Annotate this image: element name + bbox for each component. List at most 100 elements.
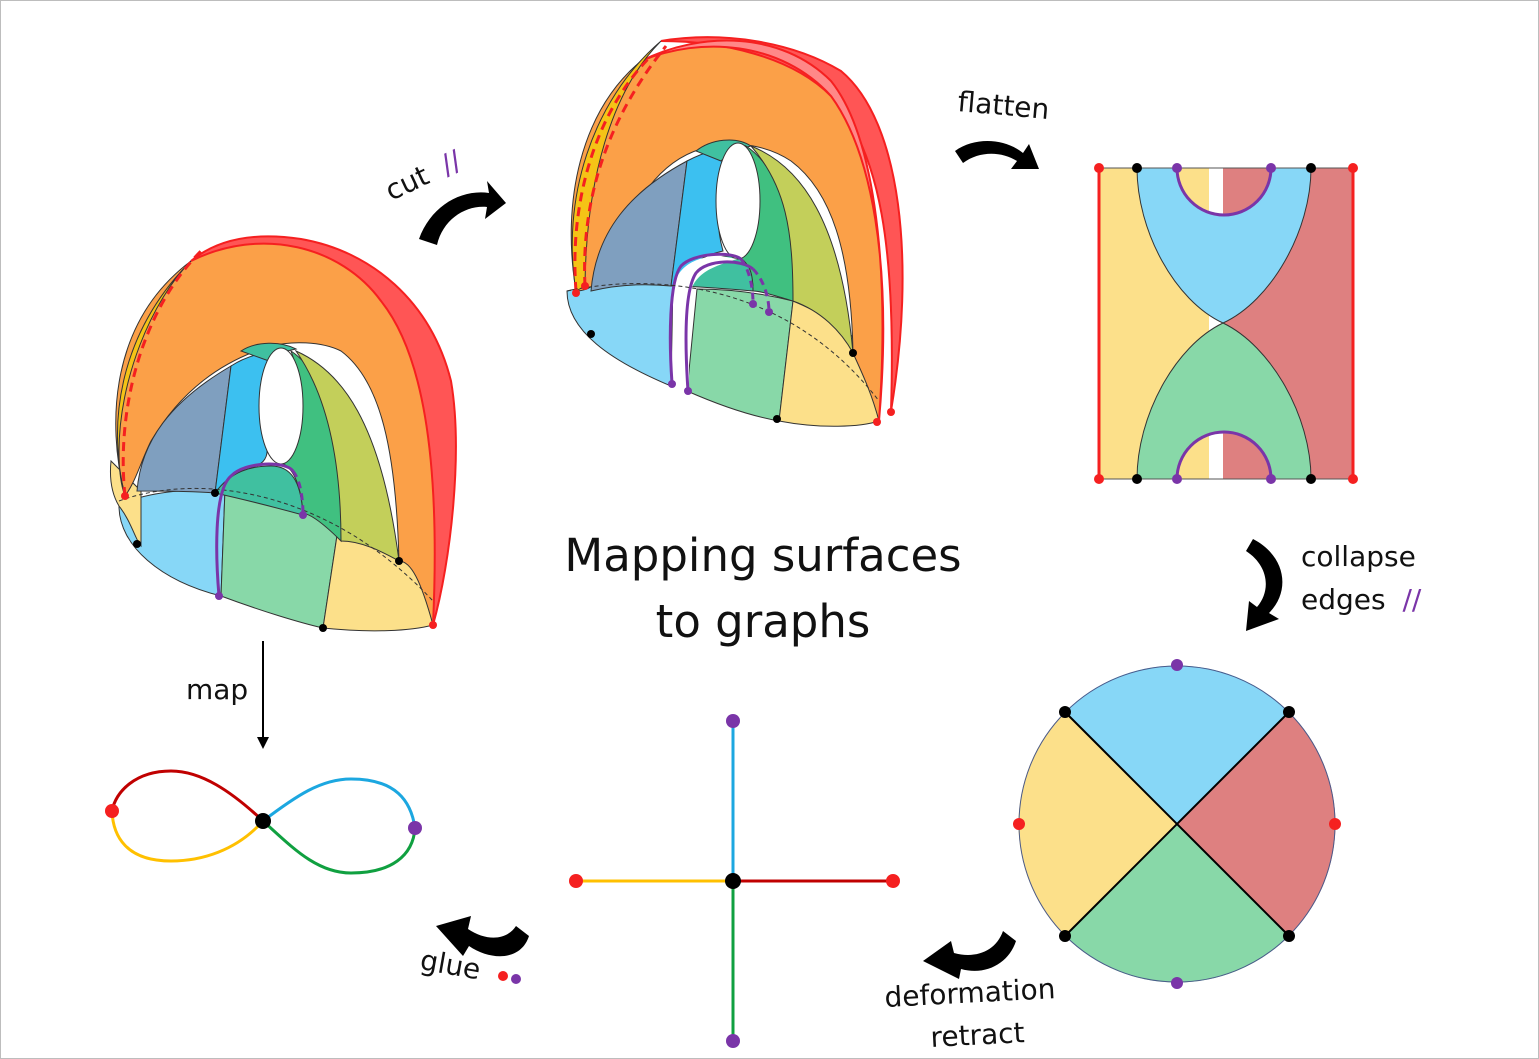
vertex [749,300,757,308]
surface2-dashed-red-2 [583,45,668,287]
surface-cut [566,36,904,427]
disk-red-quadrant [1177,712,1336,936]
vertex [121,492,129,500]
vertex [1172,163,1182,173]
vertex [319,624,327,632]
curved-arrow-icon [419,181,506,245]
disk-blue-quadrant [1065,665,1289,824]
surface2-dashed-red-1 [573,54,653,292]
vertex [725,873,741,889]
vertex [1059,930,1071,942]
vertex [773,415,781,423]
label-deformation: deformation [884,972,1057,1014]
vertex [1348,474,1358,484]
title-line-2: to graphs [656,595,871,648]
vertex [765,308,773,316]
arrow-collapse [1246,539,1283,631]
vertex [569,874,583,888]
label-cut-marks: // [435,143,467,181]
vertex [726,714,740,728]
curved-arrow-icon [436,916,529,957]
loop-green-arc [262,819,417,875]
vertex [1266,163,1276,173]
glue-purple-dot-icon [511,974,521,984]
surface2-slate-region [590,160,688,292]
surface2-bottom-green [686,288,794,422]
surface2-purple-dashed-2 [751,267,771,313]
vertex [1348,163,1358,173]
vertex [105,804,119,818]
surface2-hole [715,142,761,260]
vertex [255,813,271,829]
label-glue: glue [418,943,483,986]
surface2-purple-curve-1 [668,252,742,384]
surface2-olive-region [750,145,854,354]
rect-purple-arc-bottom [1175,430,1273,480]
arrow-deformation [923,931,1016,979]
vertex [429,621,437,629]
label-map: map [186,673,248,706]
vertex [1306,474,1316,484]
vertex [1283,930,1295,942]
surface1-teal-lower [214,465,304,516]
loop-blue-arc [262,777,417,829]
surface1-slate-region [136,365,232,494]
vertex [133,540,141,548]
vertex [1283,706,1295,718]
vertex [1132,163,1142,173]
down-arrow-icon [257,737,269,749]
curved-arrow-icon [923,931,1016,979]
surface2-purple-dashed-1 [739,258,755,304]
vertex [1171,977,1183,989]
title-line-1: Mapping surfaces [564,529,961,582]
vertex [1266,474,1276,484]
vertex [408,821,422,835]
rect-purple-arc-top [1175,167,1273,217]
label-edges-marks: // [1403,583,1422,616]
vertex [873,418,881,426]
loop-red-arc [110,769,265,823]
vertex [1013,818,1025,830]
vertex [887,408,895,416]
vertex [581,282,589,290]
curved-arrow-icon [955,141,1039,169]
vertex [1306,163,1316,173]
collapsed-disk [1013,659,1341,989]
loop-yellow-arc [110,810,265,863]
surface1-purple-curve [215,462,295,597]
surface1-red-strip [190,235,457,626]
star-graph [569,714,900,1048]
disk-yellow-quadrant [1018,712,1177,936]
arrow-cut [419,181,506,245]
surface2-purple-curve-2 [684,260,754,392]
label-edges-text: edges [1301,583,1386,616]
label-edges: edges // [1301,583,1422,616]
vertex [1172,474,1182,484]
figure-eight-graph [105,769,422,875]
glue-red-dot-icon [498,971,508,981]
arrow-glue [436,916,529,957]
vertex [1094,163,1104,173]
arrow-map [257,641,269,749]
curved-arrow-icon [1246,539,1283,631]
vertex [668,380,676,388]
surface-original [110,235,457,632]
flattened-rectangle [1094,163,1358,484]
surface2-bottom-blue [566,280,674,387]
vertex [211,489,219,497]
vertex [1329,818,1341,830]
surface1-dashed-red [121,249,203,497]
label-retract: retract [930,1016,1026,1054]
label-collapse: collapse [1301,540,1416,573]
vertex [395,557,403,565]
vertex [572,289,580,297]
label-cut-text: cut [380,159,434,208]
vertex [1132,474,1142,484]
vertex [886,874,900,888]
vertex [684,387,692,395]
vertex [215,592,223,600]
vertex [1059,706,1071,718]
vertex [849,349,857,357]
